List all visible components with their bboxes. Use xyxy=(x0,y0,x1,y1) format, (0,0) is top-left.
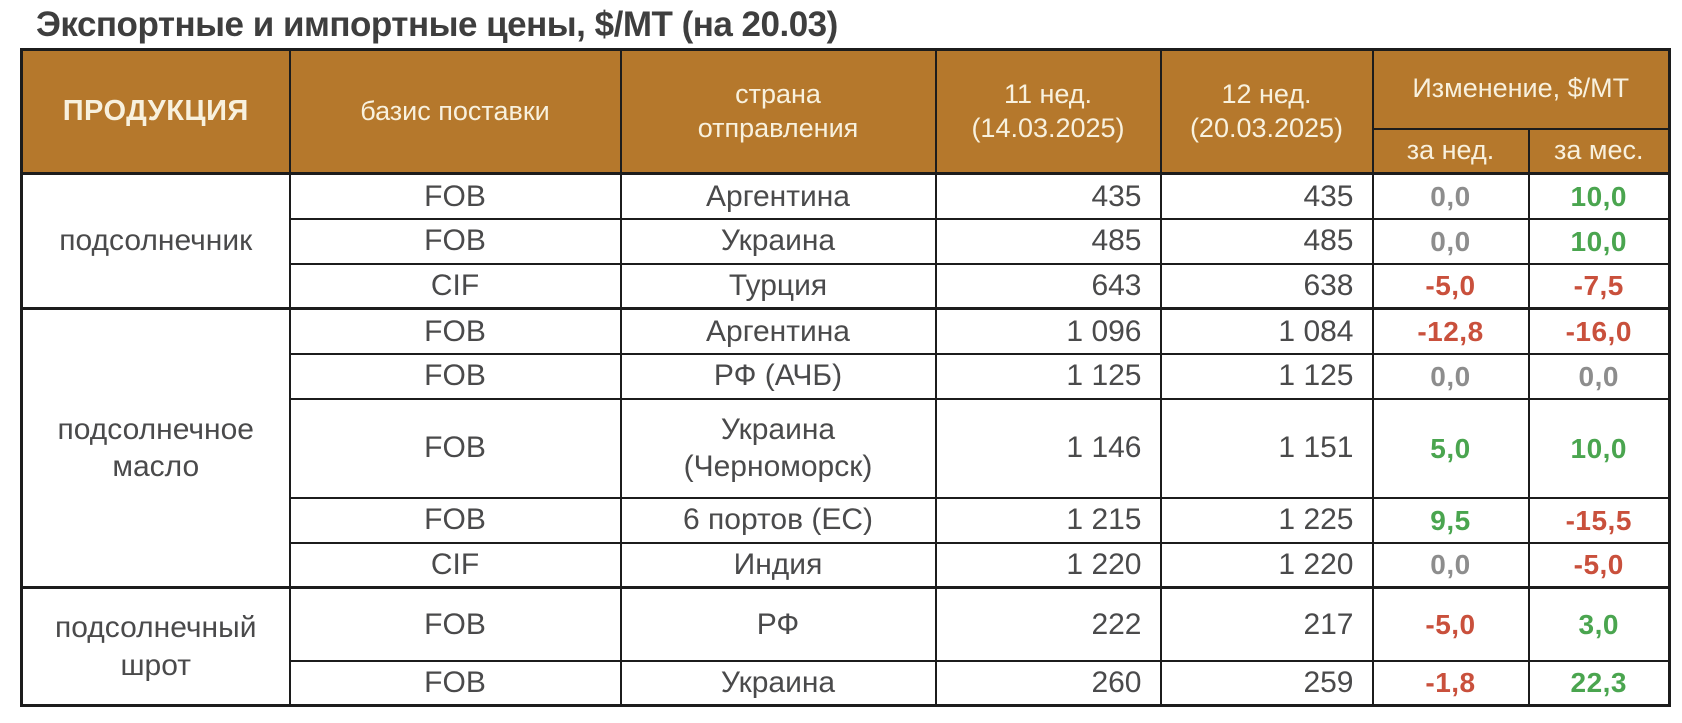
price-w11-cell: 1 220 xyxy=(934,541,1162,589)
country-cell: Индия xyxy=(619,541,937,589)
change-month-cell: 3,0 xyxy=(1527,586,1671,662)
price-w11-cell: 1 125 xyxy=(934,352,1162,400)
price-w11-cell: 485 xyxy=(934,217,1162,265)
basis-cell: FOB xyxy=(288,172,622,220)
change-week-cell: -5,0 xyxy=(1371,586,1530,662)
product-cell: подсолнечник xyxy=(20,172,291,310)
table-row: FOB Украина 485 485 0,0 10,0 xyxy=(22,217,1671,265)
country-cell: 6 портов (ЕС) xyxy=(619,496,937,544)
header-change: Изменение, $/МТ xyxy=(1371,48,1671,130)
country-cell: РФ (АЧБ) xyxy=(619,352,937,400)
basis-cell: FOB xyxy=(288,659,622,707)
product-cell: подсолнечный шрот xyxy=(20,586,291,707)
table-row: подсолнечное масло FOB Аргентина 1 096 1… xyxy=(20,307,1671,589)
table-row: FOB РФ (АЧБ) 1 125 1 125 0,0 0,0 xyxy=(22,352,1671,400)
change-month-cell: 10,0 xyxy=(1527,217,1671,265)
prices-table: ПРОДУКЦИЯ базис поставки страна отправле… xyxy=(20,48,1671,707)
table-row: CIF Турция 643 638 -5,0 -7,5 xyxy=(22,262,1671,310)
change-week-cell: 5,0 xyxy=(1371,397,1530,499)
change-week-cell: 0,0 xyxy=(1371,541,1530,589)
price-w11-cell: 260 xyxy=(934,659,1162,707)
basis-cell: FOB xyxy=(288,217,622,265)
table-header: ПРОДУКЦИЯ базис поставки страна отправле… xyxy=(20,48,1671,175)
country-cell: Украина xyxy=(619,217,937,265)
country-cell: Украина (Черноморск) xyxy=(619,397,937,499)
change-month-cell: 10,0 xyxy=(1527,397,1671,499)
change-week-cell: -5,0 xyxy=(1371,262,1530,310)
header-week11: 11 нед. (14.03.2025) xyxy=(934,48,1162,175)
country-cell: Украина xyxy=(619,659,937,707)
price-w11-cell: 222 xyxy=(934,586,1162,662)
product-cell: подсолнечное масло xyxy=(20,307,291,589)
country-cell: Турция xyxy=(619,262,937,310)
basis-cell: FOB xyxy=(288,397,622,499)
price-w11-cell: 1 146 xyxy=(934,397,1162,499)
price-w12-cell: 259 xyxy=(1159,659,1374,707)
change-month-cell: -16,0 xyxy=(1527,307,1671,355)
change-week-cell: 0,0 xyxy=(1371,352,1530,400)
table-row: FOB Украина 260 259 -1,8 22,3 xyxy=(22,659,1671,707)
change-month-cell: -15,5 xyxy=(1527,496,1671,544)
price-w12-cell: 1 220 xyxy=(1159,541,1374,589)
price-w12-cell: 1 084 xyxy=(1159,307,1374,355)
change-month-cell: -5,0 xyxy=(1527,541,1671,589)
change-month-cell: 0,0 xyxy=(1527,352,1671,400)
price-w12-cell: 485 xyxy=(1159,217,1374,265)
table-row: FOB 6 портов (ЕС) 1 215 1 225 9,5 -15,5 xyxy=(22,496,1671,544)
change-month-cell: 10,0 xyxy=(1527,172,1671,220)
price-w11-cell: 435 xyxy=(934,172,1162,220)
header-change-week: за нед. xyxy=(1371,127,1530,175)
header-country: страна отправления xyxy=(619,48,937,175)
page-title: Экспортные и импортные цены, $/МТ (на 20… xyxy=(36,5,838,44)
price-w12-cell: 1 225 xyxy=(1159,496,1374,544)
basis-cell: FOB xyxy=(288,586,622,662)
change-month-cell: 22,3 xyxy=(1527,659,1671,707)
basis-cell: FOB xyxy=(288,352,622,400)
change-week-cell: 0,0 xyxy=(1371,217,1530,265)
price-w11-cell: 1 215 xyxy=(934,496,1162,544)
price-w11-cell: 643 xyxy=(934,262,1162,310)
basis-cell: CIF xyxy=(288,262,622,310)
change-week-cell: -12,8 xyxy=(1371,307,1530,355)
price-w11-cell: 1 096 xyxy=(934,307,1162,355)
country-cell: РФ xyxy=(619,586,937,662)
table-row: подсолнечный шрот FOB РФ 222 217 -5,0 3,… xyxy=(20,586,1671,707)
basis-cell: FOB xyxy=(288,307,622,355)
table-row: подсолнечник FOB Аргентина 435 435 0,0 1… xyxy=(20,172,1671,310)
header-basis: базис поставки xyxy=(288,48,622,175)
price-w12-cell: 1 125 xyxy=(1159,352,1374,400)
country-cell: Аргентина xyxy=(619,307,937,355)
country-cell: Аргентина xyxy=(619,172,937,220)
header-change-month: за мес. xyxy=(1527,127,1671,175)
price-w12-cell: 435 xyxy=(1159,172,1374,220)
basis-cell: FOB xyxy=(288,496,622,544)
price-w12-cell: 638 xyxy=(1159,262,1374,310)
change-week-cell: 0,0 xyxy=(1371,172,1530,220)
change-week-cell: 9,5 xyxy=(1371,496,1530,544)
change-month-cell: -7,5 xyxy=(1527,262,1671,310)
price-w12-cell: 1 151 xyxy=(1159,397,1374,499)
basis-cell: CIF xyxy=(288,541,622,589)
header-week12: 12 нед. (20.03.2025) xyxy=(1159,48,1374,175)
change-week-cell: -1,8 xyxy=(1371,659,1530,707)
header-product: ПРОДУКЦИЯ xyxy=(20,48,291,175)
table-row: CIF Индия 1 220 1 220 0,0 -5,0 xyxy=(22,541,1671,589)
price-w12-cell: 217 xyxy=(1159,586,1374,662)
table-row: FOB Украина (Черноморск) 1 146 1 151 5,0… xyxy=(22,397,1671,499)
